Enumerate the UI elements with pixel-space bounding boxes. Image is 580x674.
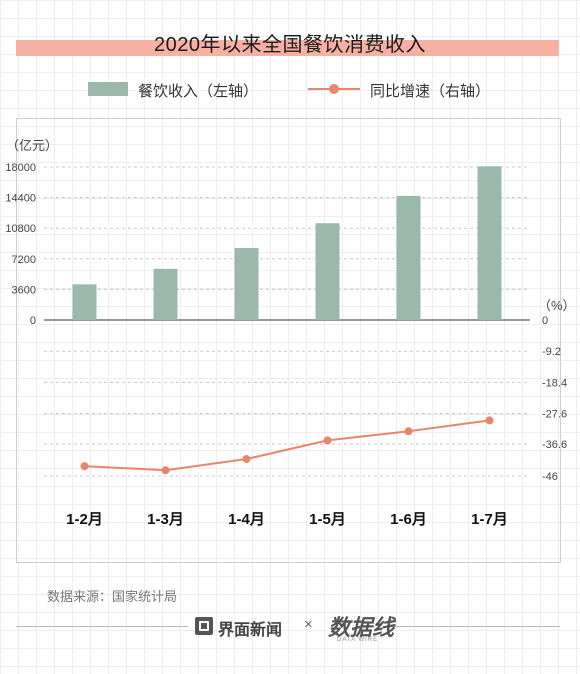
footer-brand: 界面新闻 xyxy=(218,622,283,639)
right-axis-unit: （%） xyxy=(538,298,576,313)
right-tick-label: -9.2 xyxy=(542,346,561,358)
right-tick-label: -46 xyxy=(542,471,558,483)
x-category-label: 1-7月 xyxy=(471,511,508,528)
datawire-logo: 数据线 xyxy=(328,615,395,641)
growth-point xyxy=(485,416,494,425)
growth-point xyxy=(323,436,332,445)
footer-divider-right xyxy=(392,626,560,627)
legend-line-marker xyxy=(329,84,339,94)
x-category-label: 1-2月 xyxy=(66,511,103,528)
left-tick-label: 0 xyxy=(30,315,36,327)
footer-times-sign: × xyxy=(304,616,313,633)
left-tick-label: 14400 xyxy=(5,193,36,205)
growth-point xyxy=(242,455,251,464)
right-tick-label: -27.6 xyxy=(542,409,567,421)
growth-point xyxy=(80,462,89,471)
bar xyxy=(396,195,421,320)
source-note: 数据来源：国家统计局 xyxy=(47,589,178,604)
left-tick-label: 7200 xyxy=(12,254,36,266)
legend: 餐饮收入（左轴） 同比增速（右轴） xyxy=(0,78,580,102)
chart-title: 2020年以来全国餐饮消费收入 xyxy=(154,34,426,56)
legend-line-label: 同比增速（右轴） xyxy=(370,83,491,100)
right-tick-label: -36.6 xyxy=(542,439,567,451)
x-category-label: 1-6月 xyxy=(390,511,427,528)
left-tick-label: 3600 xyxy=(12,284,36,296)
bar xyxy=(315,223,340,320)
left-tick-label: 18000 xyxy=(5,162,36,174)
growth-line xyxy=(84,419,490,472)
bar xyxy=(153,268,178,320)
growth-point xyxy=(161,466,170,475)
bar xyxy=(234,248,259,320)
legend-bar-swatch xyxy=(88,82,128,96)
x-category-label: 1-4月 xyxy=(228,511,265,528)
growth-point xyxy=(404,427,413,436)
bar xyxy=(72,284,97,320)
legend-bar-label: 餐饮收入（左轴） xyxy=(138,83,259,100)
x-category-label: 1-3月 xyxy=(147,511,184,528)
jiemian-logo-icon xyxy=(195,617,213,635)
bar xyxy=(477,166,502,320)
footer-divider-left xyxy=(16,626,188,627)
x-category-label: 1-5月 xyxy=(309,511,346,528)
datawire-logo-sub: DATA WIRE xyxy=(337,637,379,643)
left-tick-label: 10800 xyxy=(5,223,36,235)
title-highlight-bar xyxy=(16,40,559,56)
right-tick-label: 0 xyxy=(542,315,548,327)
left-axis-unit: （亿元） xyxy=(6,138,58,153)
right-tick-label: -18.4 xyxy=(542,377,567,389)
chart-frame xyxy=(16,118,561,563)
